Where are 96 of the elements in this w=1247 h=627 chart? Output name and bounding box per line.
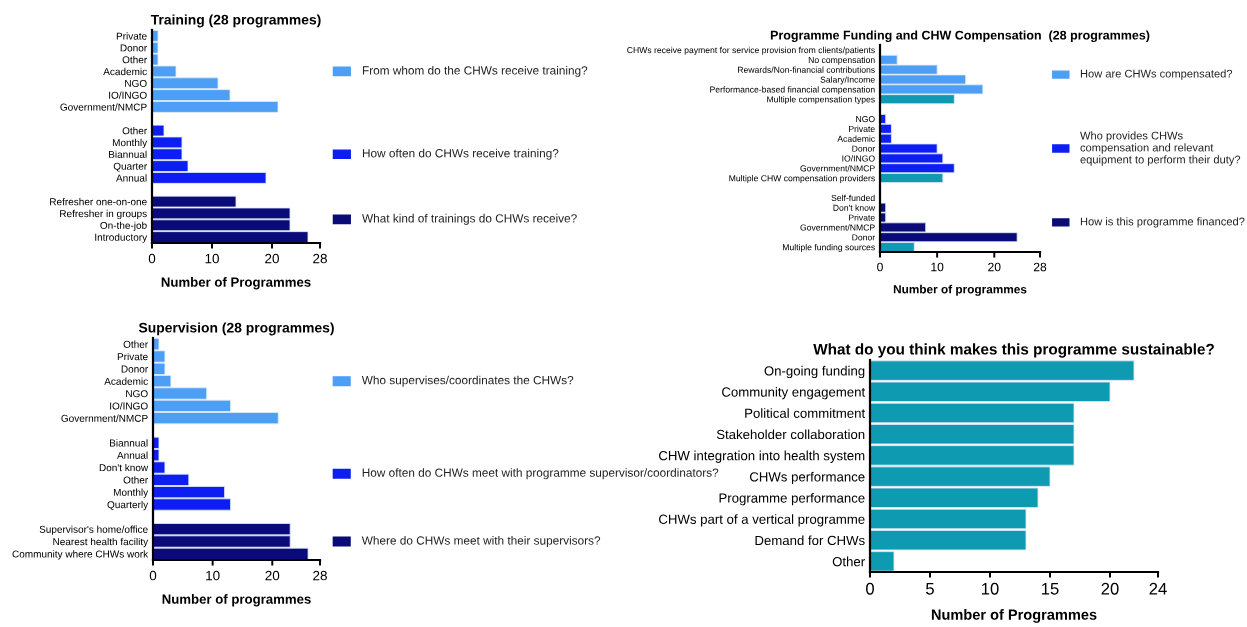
y-tick-label: Community engagement <box>722 387 866 400</box>
legend-label: How are CHWs compensated? <box>1080 69 1233 80</box>
legend-label: How is this programme financed? <box>1080 217 1245 228</box>
y-tick-label: Private <box>117 352 148 361</box>
x-tick-label: 28 <box>313 253 327 264</box>
y-tick-label: Other <box>123 340 148 348</box>
x-tick-label: 10 <box>205 253 219 264</box>
y-tick-label: Don't know <box>833 204 876 211</box>
x-tick-label: 20 <box>265 253 279 264</box>
y-tick-label: Nearest health facility <box>53 537 149 548</box>
y-tick-label: Private <box>116 32 147 40</box>
x-tick-label: 0 <box>866 582 874 595</box>
y-tick-label: Quarterly <box>107 500 149 511</box>
y-tick-label: Other <box>832 556 865 567</box>
legend-label: Where do CHWs meet with their supervisors? <box>361 536 601 547</box>
y-tick-label: Political commitment <box>745 408 866 418</box>
y-tick-label: NGO <box>856 116 875 123</box>
x-tick-label: 5 <box>926 583 934 595</box>
y-tick-label: Other <box>122 126 147 135</box>
y-tick-label: Other <box>123 476 148 484</box>
legend-label: What kind of trainings do CHWs receive? <box>362 213 577 225</box>
x-tick-label: 0 <box>149 570 157 581</box>
y-tick-label: Government/NMCP <box>61 414 148 422</box>
y-tick-label: Stakeholder collaboration <box>716 429 865 440</box>
x-tick-label: 20 <box>265 570 280 581</box>
y-tick-label: Private <box>849 125 875 132</box>
y-tick-label: Donor <box>121 365 148 373</box>
chart-title: Supervision (28 programmes) <box>138 322 334 336</box>
y-tick-label: Refresher one-on-one <box>50 197 147 206</box>
x-tick-label: 15 <box>1042 583 1059 595</box>
y-tick-label: NGO <box>125 79 147 87</box>
x-tick-label: 10 <box>931 262 944 272</box>
y-tick-label: Performance-based financial compensation <box>710 86 875 95</box>
y-tick-label: CHWs performance <box>749 471 865 485</box>
y-tick-label: IO/INGO <box>110 402 148 410</box>
y-tick-label: Multiple CHW compensation providers <box>729 174 875 183</box>
y-tick-label: Biannual <box>109 150 147 158</box>
x-tick-label: 20 <box>1101 582 1119 595</box>
y-tick-label: Donor <box>852 145 875 152</box>
y-tick-label: Monthly <box>113 488 149 498</box>
x-tick-label: 28 <box>1033 262 1047 272</box>
y-tick-label: Refresher in groups <box>60 209 147 220</box>
y-tick-label: IO/INGO <box>109 91 147 99</box>
y-tick-label: Quarter <box>113 162 147 172</box>
y-tick-label: Annual <box>116 174 147 182</box>
x-axis-title: Number of programmes <box>893 284 1027 296</box>
chart-title: What do you think makes this programme sustainable? <box>813 343 1214 358</box>
y-tick-label: Multiple funding sources <box>782 243 875 252</box>
x-tick-label: 10 <box>206 570 220 581</box>
y-tick-label: Salary/Income <box>820 76 875 85</box>
y-tick-label: Donor <box>852 234 875 241</box>
y-tick-label: Annual <box>117 451 148 459</box>
y-tick-label: CHWs part of a vertical programme <box>659 514 865 527</box>
chart-title: Programme Funding and CHW Compensation (28 programmes) <box>770 30 1150 43</box>
x-tick-label: 24 <box>1149 582 1167 595</box>
x-tick-label: 28 <box>313 570 327 581</box>
y-tick-label: CHW integration into health system <box>659 450 865 463</box>
y-tick-label: Donor <box>120 44 147 52</box>
x-axis-title: Number of Programmes <box>931 609 1097 623</box>
legend-label: How often do CHWs receive training? <box>362 148 559 160</box>
y-tick-label: Self-funded <box>831 194 875 201</box>
y-tick-label: Academic <box>103 67 147 76</box>
x-tick-label: 20 <box>988 262 1001 272</box>
x-tick-label: 0 <box>148 253 156 264</box>
y-tick-label: Supervisor's home/office <box>39 525 148 535</box>
y-tick-label: On-the-job <box>100 221 147 231</box>
x-tick-label: 10 <box>982 582 999 595</box>
y-tick-label: Don't know <box>99 463 149 472</box>
y-tick-label: Government/NMCP <box>800 165 875 172</box>
y-tick-label: Multiple compensation types <box>767 96 875 105</box>
y-tick-label: Academic <box>104 377 148 385</box>
x-tick-label: 0 <box>877 262 883 272</box>
y-tick-label: Academic <box>837 135 875 142</box>
y-tick-label: Government/NMCP <box>800 224 875 231</box>
y-tick-label: No compensation <box>808 56 875 65</box>
x-axis-title: Number of programmes <box>162 594 311 607</box>
legend-label: Who supervises/coordinates the CHWs? <box>361 375 574 387</box>
legend-label: From whom do the CHWs receive training? <box>362 65 588 77</box>
y-tick-label: Other <box>122 55 147 64</box>
y-tick-label: CHWs receive payment for service provision from clients/patients <box>627 46 875 55</box>
x-axis-title: Number of Programmes <box>161 277 311 290</box>
y-tick-label: NGO <box>126 390 148 398</box>
y-tick-label: Programme performance <box>719 493 865 506</box>
y-tick-label: Biannual <box>110 439 148 447</box>
y-tick-label: Monthly <box>112 138 148 149</box>
y-tick-label: Private <box>849 214 875 221</box>
chart-title: Training (28 programmes) <box>150 14 321 28</box>
y-tick-label: Government/NMCP <box>60 103 147 111</box>
y-tick-label: Introductory <box>95 233 148 243</box>
y-tick-label: IO/INGO <box>842 155 875 162</box>
y-tick-label: On-going funding <box>764 365 865 379</box>
legend-label: Who provides CHWs compensation and relevant equipment to perform their duty? <box>1080 131 1241 166</box>
y-tick-label: Community where CHWs work <box>12 550 149 560</box>
legend-label: How often do CHWs meet with programme supervisor/coordinators? <box>362 468 719 480</box>
y-tick-label: Demand for CHWs <box>755 535 865 546</box>
y-tick-label: Rewards/Non-financial contributions <box>738 66 875 73</box>
